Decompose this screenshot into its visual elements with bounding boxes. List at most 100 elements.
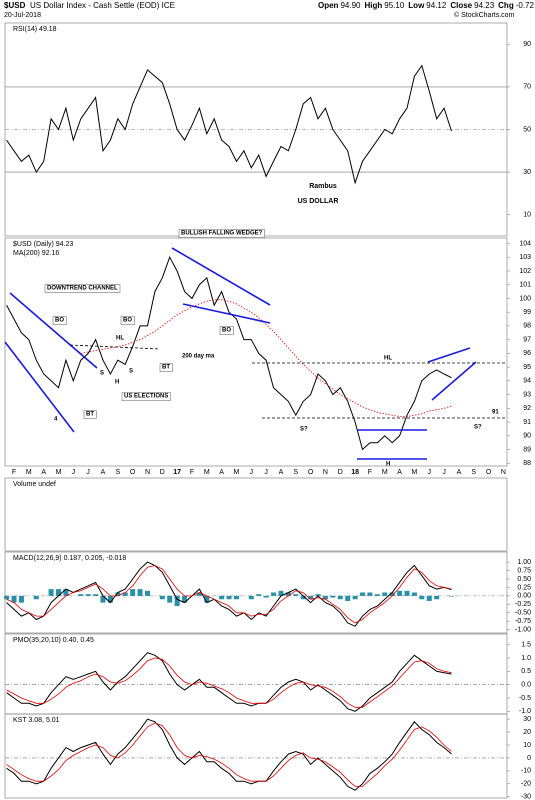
annotation-box	[159, 363, 173, 372]
histogram-bar	[360, 592, 366, 596]
series-line	[6, 718, 452, 791]
y-tick-label: 0.50	[517, 576, 531, 583]
x-tick-label: N	[145, 469, 150, 476]
y-tick-label: 100	[519, 295, 531, 302]
histogram-bar	[4, 595, 10, 600]
series-line	[6, 657, 452, 708]
histogram-bar	[263, 595, 269, 598]
x-tick-label: J	[250, 469, 254, 476]
x-tick-label: O	[308, 469, 314, 476]
x-tick-label: J	[442, 469, 446, 476]
wedge-lower	[182, 303, 271, 324]
channel-lower	[4, 341, 75, 433]
y-tick-label: 93	[523, 391, 531, 398]
histogram-bar	[100, 595, 106, 603]
y-tick-label: 92	[523, 405, 531, 412]
histogram-bar	[434, 595, 440, 600]
annotation: 91	[492, 410, 499, 416]
y-tick-label: 10	[523, 742, 531, 749]
histogram-bar	[345, 595, 351, 601]
y-tick-label: -20	[521, 781, 531, 788]
quote-value: -0.72 (-0.75%) ▼	[516, 1, 535, 10]
x-tick-label: F	[368, 469, 372, 476]
credit: © StockCharts.com	[454, 11, 515, 19]
histogram-bar	[337, 595, 343, 600]
histogram-bar	[352, 595, 358, 600]
annotation-box	[219, 326, 234, 335]
x-tick-label: A	[101, 469, 106, 476]
panel-title: MACD(12,26,9) 0.187, 0.205, -0.018	[13, 555, 126, 562]
annotation: H	[386, 462, 390, 468]
trendlines	[4, 247, 505, 460]
x-tick-label: A	[279, 469, 284, 476]
x-tick-label: 17	[173, 469, 181, 476]
annotation: H	[115, 380, 119, 386]
histogram-bar	[130, 589, 136, 596]
y-tick-label: 50	[523, 126, 531, 133]
annotation: HL	[384, 356, 392, 362]
histogram-bar	[315, 594, 321, 596]
annotation: Rambus	[309, 183, 337, 190]
wedge-upper	[171, 247, 271, 306]
y-tick-label: 102	[519, 268, 531, 275]
left-neckline	[69, 344, 161, 350]
y-tick-label: 95	[523, 364, 531, 371]
series-line	[6, 652, 452, 712]
y-tick-label: 88	[523, 460, 531, 467]
panel-frame	[4, 633, 508, 715]
histogram-bar	[233, 595, 239, 600]
histogram-bar	[167, 595, 173, 603]
y-tick-label: 0.25	[517, 584, 531, 591]
histogram-bar	[322, 595, 328, 600]
histogram-bar	[419, 595, 425, 600]
histogram-bar	[182, 595, 188, 603]
histogram-bar	[397, 590, 403, 596]
y-tick-label: 1.0	[521, 655, 531, 662]
y-tick-label: 0	[527, 755, 531, 762]
x-tick-label: A	[41, 469, 46, 476]
x-tick-label: S	[293, 469, 298, 476]
histogram-bar	[411, 592, 417, 596]
histogram-bar	[285, 592, 291, 596]
histogram-bar	[196, 592, 202, 596]
x-tick-label: D	[338, 469, 343, 476]
y-tick-label: -0.75	[515, 618, 531, 625]
histogram-bar	[404, 590, 410, 596]
histogram-bar	[278, 590, 284, 596]
y-tick-label: 91	[523, 419, 531, 426]
x-tick-label: O	[486, 469, 492, 476]
histogram-bar	[174, 595, 180, 606]
x-tick-label: M	[234, 469, 240, 476]
histogram-bar	[144, 590, 150, 596]
panel-frame	[4, 713, 508, 799]
histogram-bar	[374, 594, 380, 596]
histogram-bar	[33, 595, 39, 600]
panel-title: RSI(14) 49.18	[13, 26, 57, 33]
panel-title: $USD (Daily) 94.23	[13, 241, 73, 248]
annotation-box	[83, 410, 97, 419]
histogram-bar	[271, 592, 277, 596]
y-tick-label: -10	[521, 768, 531, 775]
quote-label: Chg	[498, 1, 514, 10]
y-tick-label: -0.25	[515, 601, 531, 608]
x-tick-label: N	[501, 469, 506, 476]
y-tick-label: -0.50	[515, 610, 531, 617]
histogram-bar	[56, 589, 62, 596]
x-tick-label: 18	[351, 469, 359, 476]
panel-title: PMO(35,20,10) 0.40, 0.45	[13, 637, 94, 644]
x-tick-label: J	[427, 469, 431, 476]
histogram-bar	[219, 595, 225, 600]
histogram-bar	[308, 595, 314, 600]
x-tick-label: A	[397, 469, 402, 476]
y-tick-label: 1.5	[521, 642, 531, 649]
histogram-bar	[449, 595, 454, 597]
quote-label: High	[364, 1, 382, 10]
histogram-bar	[389, 592, 395, 596]
histogram-bar	[204, 595, 210, 603]
series-line	[6, 565, 452, 624]
annotation: US ELECTIONS	[124, 394, 168, 400]
histogram-bar	[93, 594, 99, 596]
histogram-bar	[78, 594, 84, 596]
x-tick-label: A	[219, 469, 224, 476]
y-tick-label: 97	[523, 336, 531, 343]
